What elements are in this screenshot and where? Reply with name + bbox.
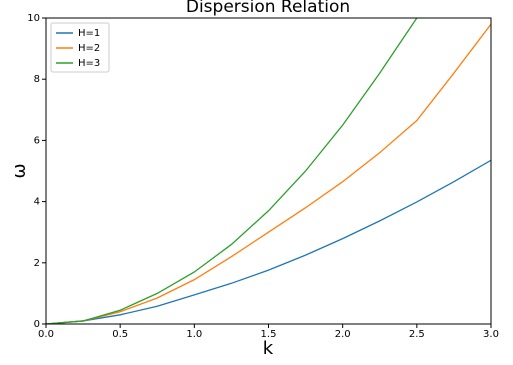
legend-label: H=1 — [78, 28, 100, 39]
y-tick-label: 4 — [34, 197, 40, 208]
x-tick-label: 0.5 — [112, 329, 128, 340]
line-series — [46, 159, 491, 324]
line-series — [46, 23, 491, 324]
y-tick-label: 2 — [34, 258, 40, 269]
chart-title: Dispersion Relation — [186, 0, 350, 17]
legend-label: H=3 — [78, 58, 100, 69]
x-tick-label: 1.5 — [261, 329, 277, 340]
x-tick-label: 2.0 — [335, 329, 351, 340]
x-tick-label: 1.0 — [186, 329, 202, 340]
x-tick-label: 3.0 — [483, 329, 499, 340]
y-tick-label: 6 — [34, 135, 40, 146]
x-axis-label: k — [263, 338, 274, 359]
legend-box — [50, 22, 110, 73]
line-series — [46, 18, 418, 324]
legend-label: H=2 — [78, 43, 100, 54]
plot-frame — [45, 17, 492, 325]
y-tick-label: 10 — [27, 13, 40, 24]
y-tick-label: 8 — [34, 74, 40, 85]
x-tick-label: 2.5 — [409, 329, 425, 340]
y-axis-label: ω — [9, 163, 30, 178]
x-tick-label: 0.0 — [38, 329, 54, 340]
y-tick-label: 0 — [34, 319, 40, 330]
